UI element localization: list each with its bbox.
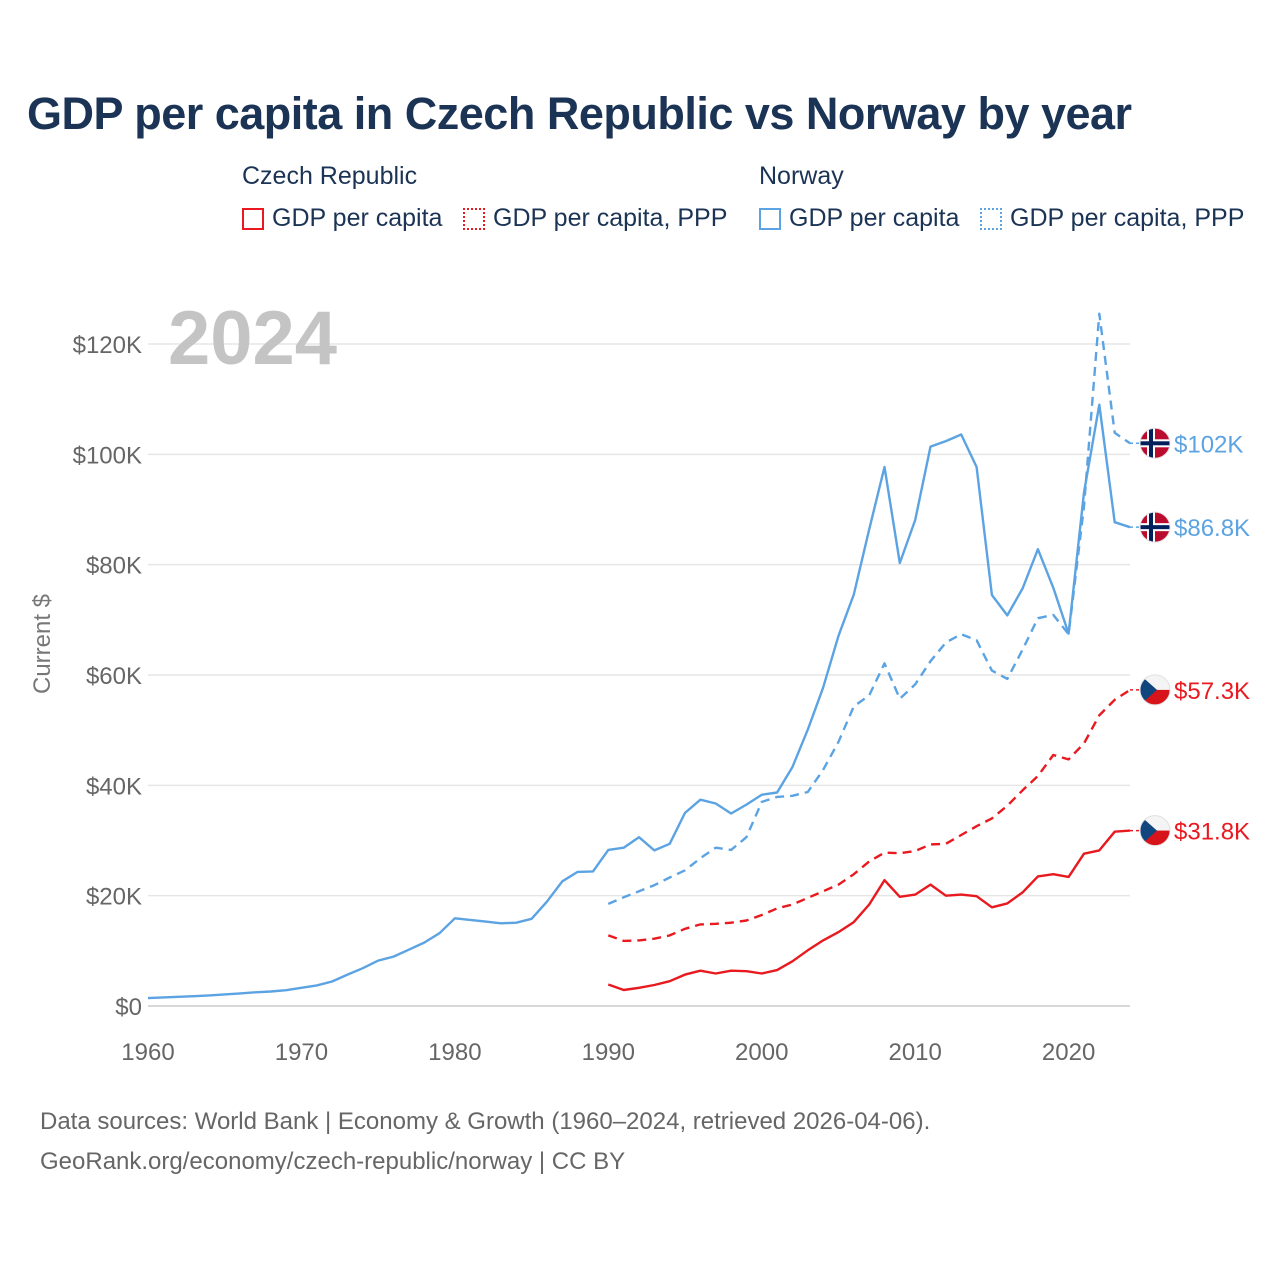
series-line xyxy=(147,403,1131,1000)
series xyxy=(147,312,1131,1000)
y-tick-label: $40K xyxy=(86,773,142,800)
legend-swatch-solid-blue xyxy=(759,207,781,230)
norway-flag-icon xyxy=(1139,511,1171,543)
y-tick-label: $100K xyxy=(73,442,142,469)
chart-plot: $0 $20K $40K $60K $80K $100K $120K 1960 1970 1980… xyxy=(29,296,1250,1066)
series-line xyxy=(607,688,1131,943)
chart-title: GDP per capita in Czech Republic vs Norw… xyxy=(27,88,1132,139)
legend-label: GDP per capita xyxy=(789,204,960,232)
y-axis-label: Current $ xyxy=(29,594,56,694)
y-tick-label: $80K xyxy=(86,553,142,580)
end-value-label: $86.8K xyxy=(1174,515,1250,542)
czech-flag-icon xyxy=(1139,815,1171,847)
footer-attribution[interactable]: GeoRank.org/economy/czech-republic/norwa… xyxy=(40,1148,626,1175)
x-tick-label: 1980 xyxy=(428,1039,481,1066)
y-tick-label: $120K xyxy=(73,332,142,359)
x-tick-label: 2020 xyxy=(1042,1039,1095,1066)
x-tick-label: 2010 xyxy=(888,1039,941,1066)
legend-group-czech: Czech Republic xyxy=(242,162,418,190)
axes: $0 $20K $40K $60K $80K $100K $120K 1960 1970 1980… xyxy=(73,332,1096,1066)
footer-sources: Data sources: World Bank | Economy & Gro… xyxy=(40,1108,931,1135)
legend-item-norway-gdp[interactable]: GDP per capita xyxy=(759,204,959,233)
y-tick-label: $60K xyxy=(86,663,142,690)
series-line xyxy=(607,829,1131,992)
end-labels: $86.8K $102K $31.8K $57.3K xyxy=(1130,427,1250,847)
legend-group-norway: Norway xyxy=(759,162,844,190)
x-tick-label: 1960 xyxy=(121,1039,174,1066)
legend-item-czech-gdp[interactable]: GDP per capita xyxy=(242,204,442,233)
series-line xyxy=(607,312,1131,906)
end-value-label: $31.8K xyxy=(1174,819,1250,846)
norway-flag-icon xyxy=(1139,427,1171,459)
legend-label: GDP per capita, PPP xyxy=(493,204,728,232)
grid xyxy=(148,343,1130,1007)
legend-item-czech-ppp[interactable]: GDP per capita, PPP xyxy=(463,204,727,233)
end-value-label: $57.3K xyxy=(1174,678,1250,705)
y-tick-label: $0 xyxy=(115,994,142,1021)
y-tick-label: $20K xyxy=(86,884,142,911)
legend-item-norway-ppp[interactable]: GDP per capita, PPP xyxy=(980,204,1244,233)
legend-swatch-dotted-red xyxy=(463,207,485,230)
x-tick-label: 1990 xyxy=(582,1039,635,1066)
x-tick-label: 1970 xyxy=(275,1039,328,1066)
end-value-label: $102K xyxy=(1174,431,1243,458)
year-label: 2024 xyxy=(168,296,337,381)
legend-swatch-solid-red xyxy=(242,207,264,230)
legend-label: GDP per capita, PPP xyxy=(1010,204,1245,232)
x-tick-label: 2000 xyxy=(735,1039,788,1066)
legend-swatch-dotted-blue xyxy=(980,207,1002,230)
legend-label: GDP per capita xyxy=(272,204,443,232)
czech-flag-icon xyxy=(1139,674,1171,706)
